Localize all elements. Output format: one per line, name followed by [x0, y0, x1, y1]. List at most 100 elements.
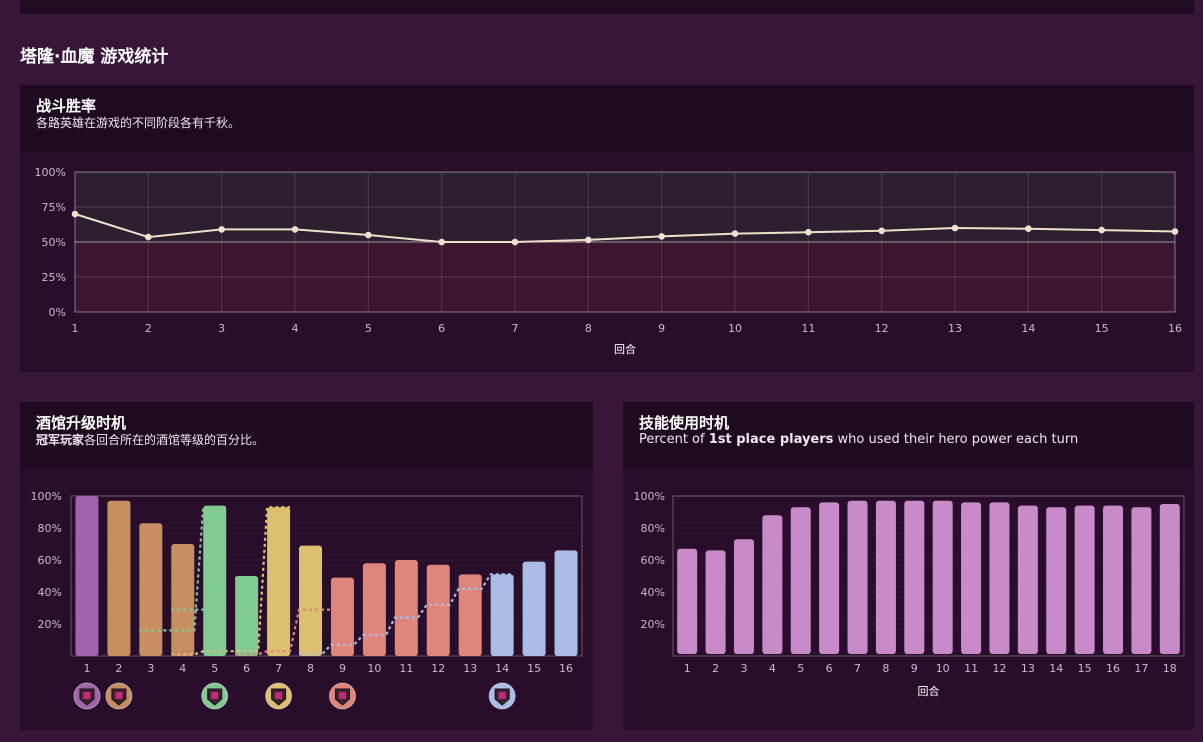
winrate-panel: 战斗胜率 各路英雄在游戏的不同阶段各有千秋。 0% 25% 50% 75% 100% 1 2…: [20, 85, 1194, 372]
lower-band: [75, 242, 1175, 312]
power-bar: [875, 500, 896, 654]
y-tick-label: 60%: [641, 554, 665, 567]
x-tick-label: 2: [115, 662, 122, 675]
x-tick-label: 8: [882, 662, 889, 675]
x-tick-label: 18: [1163, 662, 1177, 675]
tavern-gem-icon: [115, 692, 123, 699]
x-tick-label: 1: [72, 322, 79, 335]
y-tick-label: 40%: [641, 586, 665, 599]
power-subtitle-pre: Percent of: [639, 432, 709, 447]
power-chart: 20%40%60%80%100%1 2 3 4 5 6 7 8 9 10 11 12 13 14 15 16 1…: [634, 490, 1185, 698]
x-tick-label: 9: [658, 322, 665, 335]
y-tick-label: 80%: [641, 522, 665, 535]
x-tick-label: 13: [463, 662, 477, 675]
tier-dashed-line: [299, 573, 514, 656]
x-tick-label: 4: [292, 322, 299, 335]
x-axis-label: 回合: [918, 684, 940, 698]
x-tick-label: 3: [740, 662, 747, 675]
x-tick-label: 12: [431, 662, 445, 675]
power-bar: [904, 500, 925, 654]
tier-bar: [299, 545, 323, 656]
power-bar: [961, 502, 982, 654]
x-tick-label: 14: [1049, 662, 1063, 675]
x-tick-label: 12: [875, 322, 889, 335]
x-tick-label: 7: [512, 322, 519, 335]
tier-bar: [362, 563, 386, 656]
x-tick-label: 5: [797, 662, 804, 675]
tier-bar: [522, 561, 546, 656]
x-tick-label: 10: [936, 662, 950, 675]
winrate-point: [951, 224, 959, 232]
x-tick-label: 14: [495, 662, 509, 675]
x-tick-label: 1: [684, 662, 691, 675]
x-tick-label: 16: [1106, 662, 1120, 675]
winrate-point: [511, 238, 519, 246]
x-tick-label: 5: [211, 662, 218, 675]
y-tick-label: 50%: [42, 236, 66, 249]
winrate-point: [365, 231, 372, 239]
winrate-line: [74, 213, 1176, 243]
winrate-point: [218, 226, 225, 233]
page-title: 塔隆·血魔 游戏统计: [20, 47, 169, 67]
tier-bar: [203, 505, 227, 656]
winrate-subtitle: 各路英雄在游戏的不同阶段各有千秋。: [36, 116, 241, 130]
winrate-point: [291, 226, 299, 233]
x-tick-label: 10: [367, 662, 381, 675]
tavern-gem-icon: [275, 692, 283, 699]
power-subtitle-post: who used their hero power each turn: [833, 432, 1079, 447]
power-subtitle: Percent of 1st place players who used th…: [639, 432, 1178, 448]
power-bar: [1103, 505, 1124, 654]
winrate-title: 战斗胜率: [36, 97, 97, 115]
x-tick-label: 1: [83, 662, 90, 675]
tier-bar: [330, 577, 354, 656]
x-tick-label: 15: [527, 662, 541, 675]
power-bar: [733, 539, 754, 654]
x-tick-label: 17: [1134, 662, 1148, 675]
plot-frame: [74, 171, 1176, 313]
winrate-point: [585, 236, 592, 244]
x-tick-label: 11: [399, 662, 413, 675]
y-tick-label: 60%: [38, 554, 62, 567]
x-tick-label: 16: [1168, 322, 1182, 335]
y-tick-label: 20%: [38, 618, 62, 631]
tier-bar: [139, 523, 163, 656]
x-tick-label: 5: [365, 322, 372, 335]
x-tick-label: 3: [147, 662, 154, 675]
x-tick-label: 10: [728, 322, 742, 335]
x-tick-label: 11: [964, 662, 978, 675]
y-tick-label: 100%: [634, 490, 665, 503]
power-bar: [1074, 505, 1095, 654]
winrate-point: [145, 233, 152, 241]
tier-bar: [394, 560, 418, 656]
winrate-point: [658, 233, 665, 240]
power-header: 技能使用时机 Percent of 1st place players who …: [623, 402, 1194, 469]
x-tick-label: 2: [145, 322, 152, 335]
power-panel: 技能使用时机 Percent of 1st place players who …: [623, 402, 1194, 730]
tier-dashed-line: [171, 506, 291, 656]
x-tick-label: 7: [854, 662, 861, 675]
x-tick-label: 11: [801, 322, 815, 335]
tier-bar: [107, 500, 131, 656]
tavern-subtitle-bold: 冠军玩家: [36, 433, 85, 447]
plot-frame: [70, 495, 583, 657]
x-tick-label: 7: [275, 662, 282, 675]
power-bar: [847, 500, 868, 654]
power-bar: [989, 502, 1010, 654]
plot-frame: [672, 495, 1185, 657]
x-tick-label: 8: [307, 662, 314, 675]
x-tick-label: 14: [1021, 322, 1035, 335]
power-bar: [932, 500, 953, 654]
tier-bar: [75, 496, 99, 656]
tier-bar: [426, 564, 450, 656]
y-tick-label: 100%: [35, 166, 66, 179]
x-tick-label: 8: [585, 322, 592, 335]
winrate-point: [878, 227, 885, 235]
tier-bar: [554, 550, 578, 656]
tavern-subtitle: 冠军玩家各回合所在的酒馆等级的百分比。: [36, 432, 577, 448]
x-tick-label: 13: [948, 322, 962, 335]
winrate-point: [71, 210, 79, 218]
tavern-gem-icon: [211, 692, 219, 699]
power-bar: [1017, 505, 1038, 654]
winrate-point: [438, 238, 445, 246]
